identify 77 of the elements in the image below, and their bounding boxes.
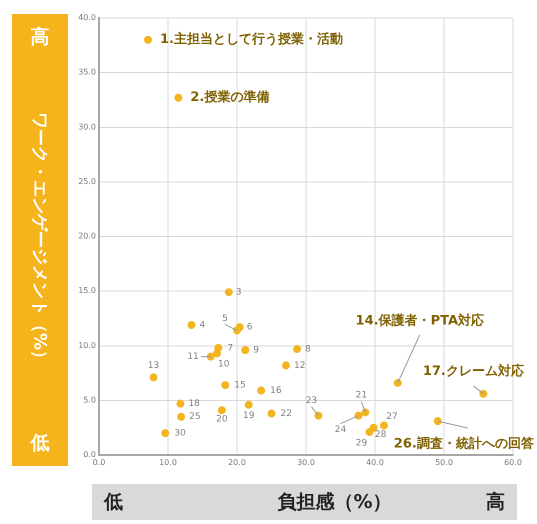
annotation: 17.クレーム対応 xyxy=(422,363,524,380)
point xyxy=(174,94,182,102)
point xyxy=(150,373,158,382)
point xyxy=(187,320,196,329)
annotation: 22 xyxy=(280,408,292,419)
y-tick-label: 40.0 xyxy=(78,13,96,22)
annotation: 15 xyxy=(234,380,246,390)
point xyxy=(282,361,290,370)
point xyxy=(434,417,442,426)
x-tick-label: 50.0 xyxy=(435,458,453,467)
annotation: 12 xyxy=(294,360,306,371)
annotation: 14.保護者・PTA対応 xyxy=(356,312,484,328)
annotation: 11 xyxy=(187,352,199,362)
annotation: 7 xyxy=(227,343,234,354)
annotation: 19 xyxy=(243,411,255,422)
annotation: 24 xyxy=(334,425,346,436)
annotation: 20 xyxy=(216,414,228,425)
point xyxy=(221,381,230,390)
point xyxy=(244,400,253,409)
annotation: 13 xyxy=(148,360,160,371)
annotation: 21 xyxy=(356,390,368,401)
annotation: 23 xyxy=(306,396,318,406)
y-tick-label: 20.0 xyxy=(78,232,96,241)
point xyxy=(144,36,152,44)
point xyxy=(257,386,266,395)
y-tick-label: 15.0 xyxy=(78,286,96,296)
point xyxy=(236,323,244,332)
point xyxy=(361,408,370,416)
text: 高 xyxy=(486,490,505,515)
annotation: 28 xyxy=(374,430,387,440)
annotation: 9 xyxy=(253,345,260,356)
x-axis-title: 負担感（%） xyxy=(277,490,392,515)
point xyxy=(365,428,374,436)
annotation: 16 xyxy=(270,386,282,396)
text: 低 xyxy=(104,490,123,515)
point xyxy=(224,288,233,296)
x-tick-label: 30.0 xyxy=(297,458,315,467)
x-tick-label: 0.0 xyxy=(92,458,106,467)
point xyxy=(212,349,221,358)
text: 高 xyxy=(30,25,50,50)
point xyxy=(314,412,322,420)
point xyxy=(176,400,184,408)
annotation: 1.主担当として行う授業・活動 xyxy=(160,31,343,48)
annotation: 29 xyxy=(356,438,368,448)
point xyxy=(293,345,302,354)
point xyxy=(218,406,226,414)
annotation: 6 xyxy=(246,322,253,333)
annotation: 18 xyxy=(188,398,200,409)
annotation: 2.授業の準備 xyxy=(190,90,270,106)
annotation: 10 xyxy=(218,360,230,370)
point xyxy=(177,412,186,421)
x-tick-label: 20.0 xyxy=(228,458,246,467)
y-axis-title: ワーク・エンゲージメント（%） xyxy=(28,112,50,368)
y-tick-label: 10.0 xyxy=(78,340,96,350)
text: 低 xyxy=(30,430,50,456)
y-tick-label: 35.0 xyxy=(78,68,96,77)
point xyxy=(354,412,362,420)
y-tick-label: 0.0 xyxy=(83,450,96,460)
x-tick-label: 60.0 xyxy=(504,458,522,467)
point xyxy=(380,422,388,430)
annotation: 27 xyxy=(386,412,398,422)
annotation: 3 xyxy=(236,288,242,298)
x-tick-label: 40.0 xyxy=(366,458,384,467)
annotation: 8 xyxy=(305,344,312,354)
annotation: 5 xyxy=(222,314,228,324)
annotation: 30 xyxy=(174,428,186,438)
point xyxy=(161,429,170,438)
y-tick-label: 25.0 xyxy=(78,176,96,186)
point xyxy=(241,346,250,354)
y-tick-label: 30.0 xyxy=(78,122,96,132)
annotation: 4 xyxy=(199,320,206,330)
annotation: 26.調査・統計への回答 xyxy=(394,436,534,452)
x-tick-label: 10.0 xyxy=(159,458,177,467)
point xyxy=(479,390,488,398)
annotation: 25 xyxy=(189,412,201,422)
y-tick-label: 5.0 xyxy=(83,395,96,404)
point xyxy=(268,409,276,418)
